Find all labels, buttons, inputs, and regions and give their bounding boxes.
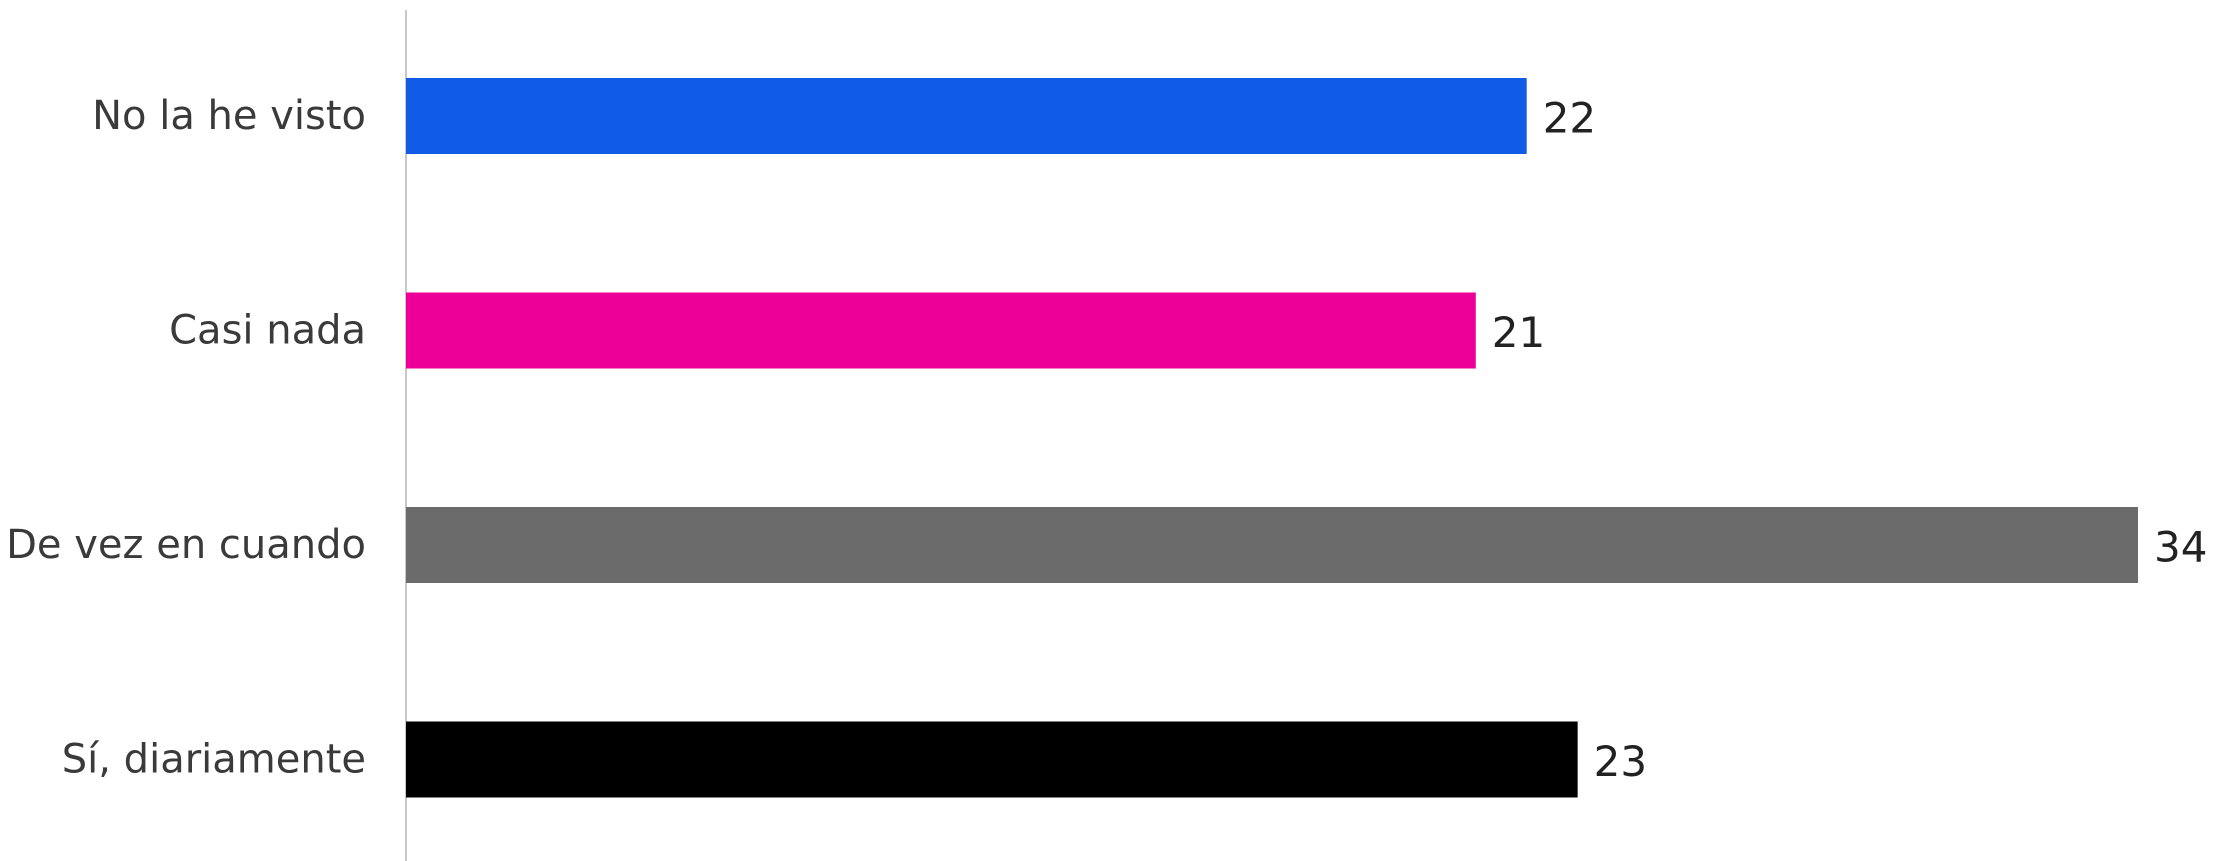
data-label: 34 [2154, 523, 2207, 572]
category-label: No la he visto [92, 93, 366, 139]
data-label: 21 [1492, 308, 1545, 357]
bar [406, 721, 1578, 798]
bar [406, 292, 1476, 369]
data-label: 22 [1543, 94, 1596, 143]
category-label: De vez en cuando [6, 522, 366, 568]
data-label: 23 [1594, 737, 1647, 786]
bar [406, 507, 2138, 583]
category-label: Casi nada [169, 308, 366, 354]
bar [406, 78, 1527, 154]
category-label: Sí, diariamente [62, 737, 366, 783]
